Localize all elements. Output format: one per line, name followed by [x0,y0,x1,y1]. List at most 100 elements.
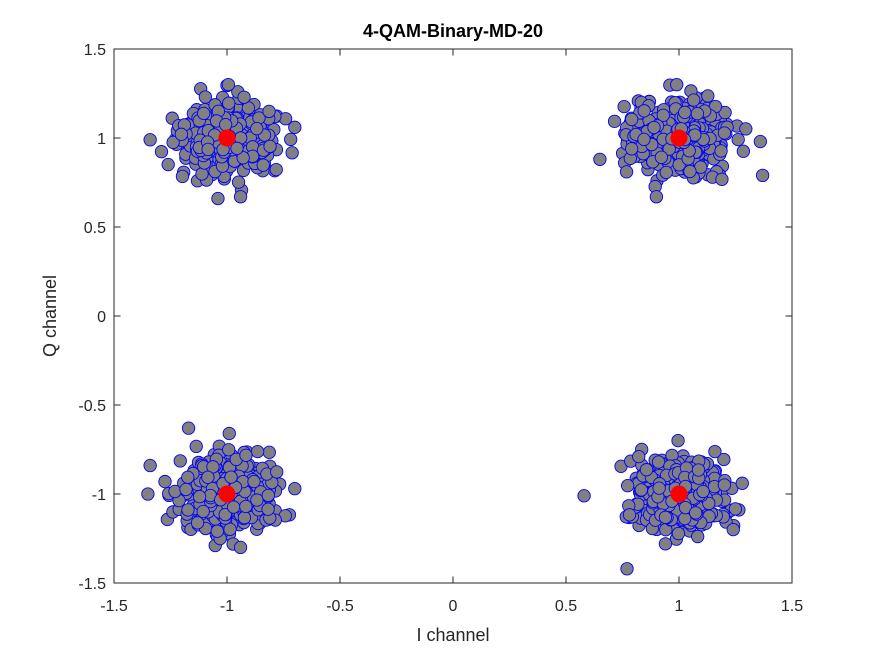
received-symbol-point [224,470,238,484]
constellation-point [218,485,236,503]
data-points [141,77,770,576]
received-symbol-point [637,104,651,118]
received-symbol-point [179,482,193,497]
received-symbol-point [233,190,248,204]
constellation-point [670,485,688,503]
received-symbol-point [223,522,237,536]
received-symbol-point [639,463,654,477]
received-symbol-point [143,458,157,473]
y-tick-label: 0.5 [84,220,106,237]
received-symbol-point [168,484,182,499]
received-symbol-point [288,120,302,134]
received-symbol-point [211,191,225,206]
received-symbol-point [226,500,241,514]
received-symbol-point [708,444,722,459]
received-symbol-point [753,134,768,149]
received-symbol-point [181,470,195,484]
received-symbol-point [256,158,270,172]
received-symbol-point [201,142,215,157]
received-symbol-point [198,90,213,104]
received-symbol-point [239,499,253,514]
received-symbol-point [683,164,697,179]
received-symbol-point [717,478,732,492]
received-symbol-point [625,142,639,156]
chart-title: 4-QAM-Binary-MD-20 [363,21,543,41]
received-symbol-point [637,132,651,147]
constellation-point [218,129,236,147]
x-tick-label: 1 [675,598,684,615]
received-symbol-point [158,474,172,489]
received-symbol-point [728,502,743,516]
received-symbol-point [671,526,686,541]
received-symbol-point [141,487,155,501]
received-symbol-point [195,167,209,181]
received-symbol-point [196,504,210,519]
received-symbol-point [577,489,591,503]
received-symbol-point [691,463,706,477]
received-symbol-point [607,114,622,129]
received-symbol-point [222,443,236,457]
y-tick-label: 0 [97,309,106,326]
received-symbol-point [236,151,250,165]
received-symbol-point [285,146,299,160]
received-symbol-point [269,162,283,177]
received-symbol-point [652,481,666,495]
received-symbol-point [718,105,732,120]
received-symbol-point [687,93,701,107]
x-tick-label: 0.5 [555,598,577,615]
received-symbol-point [715,172,729,186]
x-tick-label: -1 [220,598,234,615]
received-symbol-point [173,454,187,468]
received-symbol-point [620,562,634,576]
received-symbol-point [670,77,684,92]
received-symbol-point [690,106,705,121]
received-symbol-point [634,483,648,497]
received-symbol-point [649,190,664,204]
received-symbol-point [617,99,631,114]
received-symbol-point [651,455,666,469]
constellation-point [670,129,688,147]
received-symbol-point [701,89,715,103]
received-symbol-point [714,144,728,158]
received-symbol-point [739,122,753,136]
received-symbol-point [250,122,264,136]
y-tick-label: -1.5 [78,576,106,593]
received-symbol-point [647,120,661,135]
received-symbol-point [632,449,646,464]
received-symbol-point [658,510,673,524]
axes: -1.5 -1 -0.5 0 0.5 1 1.5 -1.5 -1 -0.5 0 0.5 1 1.5 [78,42,803,615]
received-symbol-point [689,506,703,520]
received-symbol-point [717,452,731,467]
received-symbol-point [189,439,203,454]
received-symbol-point [154,145,169,159]
received-symbol-point [197,106,211,121]
received-symbol-point [263,139,277,153]
received-symbol-point [659,165,673,180]
received-symbol-point [250,493,264,507]
received-symbol-point [166,135,180,150]
received-symbol-point [678,105,692,119]
received-symbol-point [622,508,637,522]
received-symbol-point [731,132,745,147]
received-symbol-point [270,465,284,479]
received-symbol-point [175,169,190,184]
x-tick-label: 0 [449,598,458,615]
x-tick-label: -0.5 [326,598,354,615]
received-symbol-point [233,540,248,555]
y-axis-label: Q channel [40,275,60,357]
received-symbol-point [174,127,189,141]
received-symbol-point [247,474,261,489]
received-symbol-point [261,488,275,503]
received-symbol-point [736,144,751,158]
received-symbol-point [218,118,233,132]
received-symbol-point [250,444,265,459]
received-symbol-point [691,529,705,544]
received-symbol-point [696,484,710,499]
received-symbol-point [230,141,244,155]
received-symbol-point [231,175,246,189]
received-symbol-point [222,426,236,441]
received-symbol-point [192,489,207,504]
received-symbol-point [671,433,685,448]
received-symbol-point [261,502,275,516]
